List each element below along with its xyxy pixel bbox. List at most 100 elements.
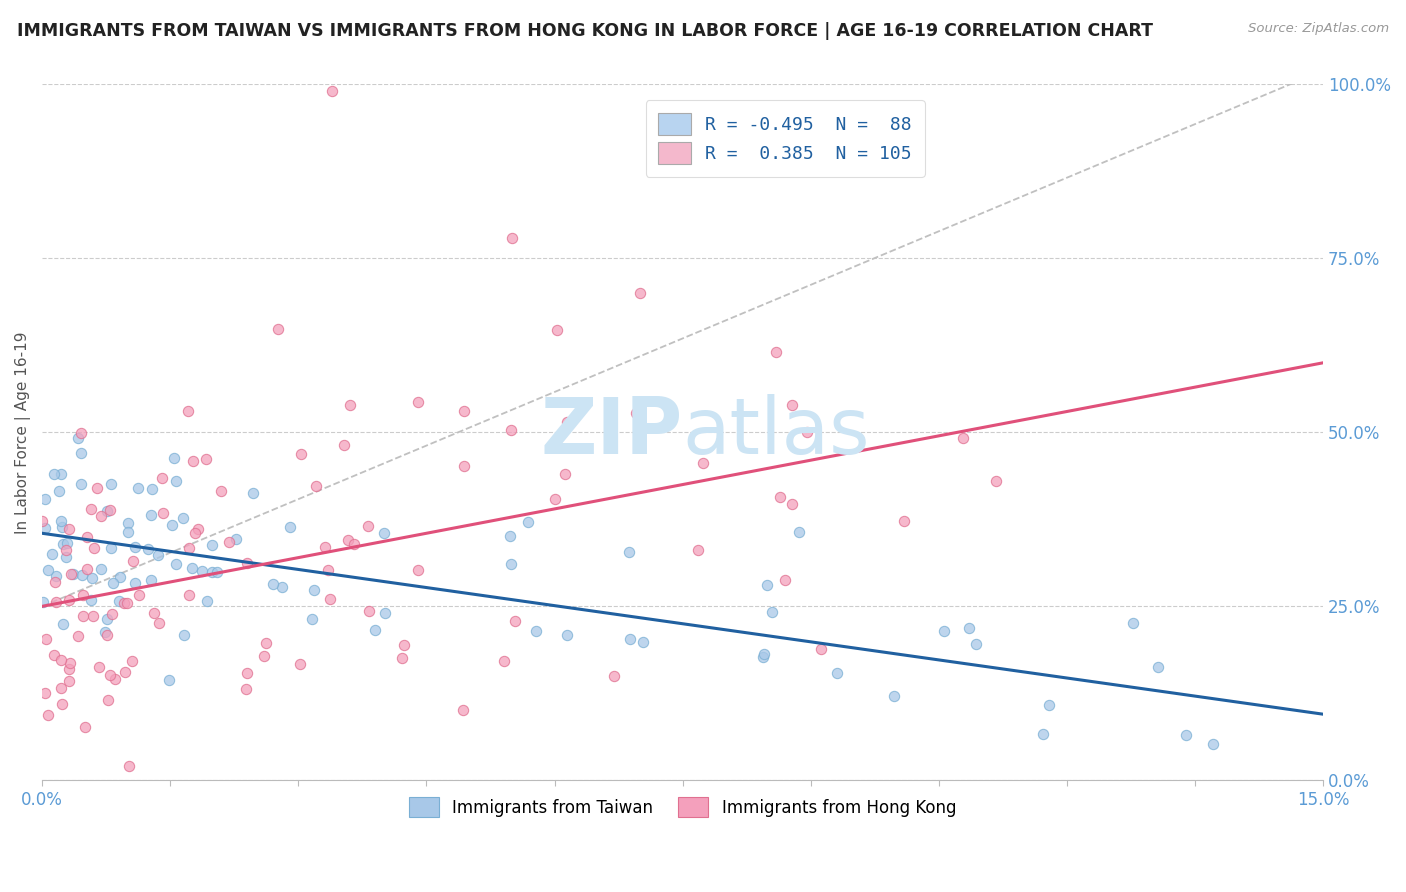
Point: [825, 665, 848, 680]
Point: [692, 456, 714, 470]
Point: [1038, 698, 1060, 712]
Point: [628, 286, 651, 301]
Point: [177, 404, 200, 418]
Point: [181, 454, 204, 468]
Point: [90, 508, 112, 523]
Point: [780, 398, 803, 412]
Point: [316, 563, 339, 577]
Point: [127, 481, 149, 495]
Point: [201, 538, 224, 552]
Point: [79, 592, 101, 607]
Point: [89, 660, 111, 674]
Point: [810, 641, 832, 656]
Point: [114, 665, 136, 680]
Point: [48, 484, 70, 499]
Point: [94, 625, 117, 640]
Point: [517, 516, 540, 530]
Point: [34, 521, 56, 535]
Point: [59, 567, 82, 582]
Point: [554, 467, 576, 481]
Point: [107, 594, 129, 608]
Point: [73, 720, 96, 734]
Point: [499, 529, 522, 543]
Point: [83, 541, 105, 555]
Point: [118, 758, 141, 772]
Point: [1032, 727, 1054, 741]
Point: [72, 588, 94, 602]
Point: [626, 406, 648, 420]
Point: [934, 624, 956, 638]
Point: [374, 606, 396, 620]
Point: [547, 323, 569, 337]
Point: [339, 398, 361, 412]
Point: [364, 623, 387, 637]
Point: [278, 520, 301, 534]
Point: [86, 481, 108, 495]
Point: [80, 502, 103, 516]
Point: [96, 504, 118, 518]
Point: [177, 588, 200, 602]
Point: [70, 446, 93, 460]
Point: [124, 540, 146, 554]
Point: [1122, 615, 1144, 630]
Point: [96, 628, 118, 642]
Point: [56, 536, 79, 550]
Point: [52, 617, 75, 632]
Point: [752, 648, 775, 662]
Point: [58, 662, 80, 676]
Point: [191, 564, 214, 578]
Point: [236, 666, 259, 681]
Point: [72, 567, 94, 582]
Point: [152, 507, 174, 521]
Point: [773, 574, 796, 588]
Point: [98, 668, 121, 682]
Point: [150, 471, 173, 485]
Point: [124, 576, 146, 591]
Point: [505, 614, 527, 628]
Point: [501, 230, 523, 244]
Point: [42, 467, 65, 482]
Point: [201, 565, 224, 579]
Point: [524, 624, 547, 638]
Point: [37, 708, 59, 723]
Point: [62, 567, 84, 582]
Point: [51, 697, 73, 711]
Point: [544, 492, 567, 507]
Point: [406, 395, 429, 409]
Point: [406, 564, 429, 578]
Point: [117, 525, 139, 540]
Point: [302, 582, 325, 597]
Point: [55, 549, 77, 564]
Point: [225, 533, 247, 547]
Point: [184, 526, 207, 541]
Point: [141, 482, 163, 496]
Point: [288, 657, 311, 672]
Point: [952, 431, 974, 445]
Point: [101, 607, 124, 621]
Point: [90, 562, 112, 576]
Point: [780, 497, 803, 511]
Point: [205, 565, 228, 579]
Point: [45, 569, 67, 583]
Point: [957, 621, 980, 635]
Point: [34, 632, 56, 646]
Point: [319, 592, 342, 607]
Point: [49, 514, 72, 528]
Point: [55, 543, 77, 558]
Point: [172, 510, 194, 524]
Point: [51, 467, 73, 482]
Point: [96, 611, 118, 625]
Point: [617, 545, 640, 559]
Point: [139, 508, 162, 523]
Point: [59, 656, 82, 670]
Point: [1175, 728, 1198, 742]
Point: [117, 597, 139, 611]
Point: [357, 604, 380, 618]
Text: atlas: atlas: [683, 394, 870, 470]
Point: [555, 415, 578, 429]
Point: [67, 431, 90, 445]
Point: [32, 595, 55, 609]
Point: [965, 637, 987, 651]
Point: [195, 594, 218, 608]
Point: [796, 425, 818, 439]
